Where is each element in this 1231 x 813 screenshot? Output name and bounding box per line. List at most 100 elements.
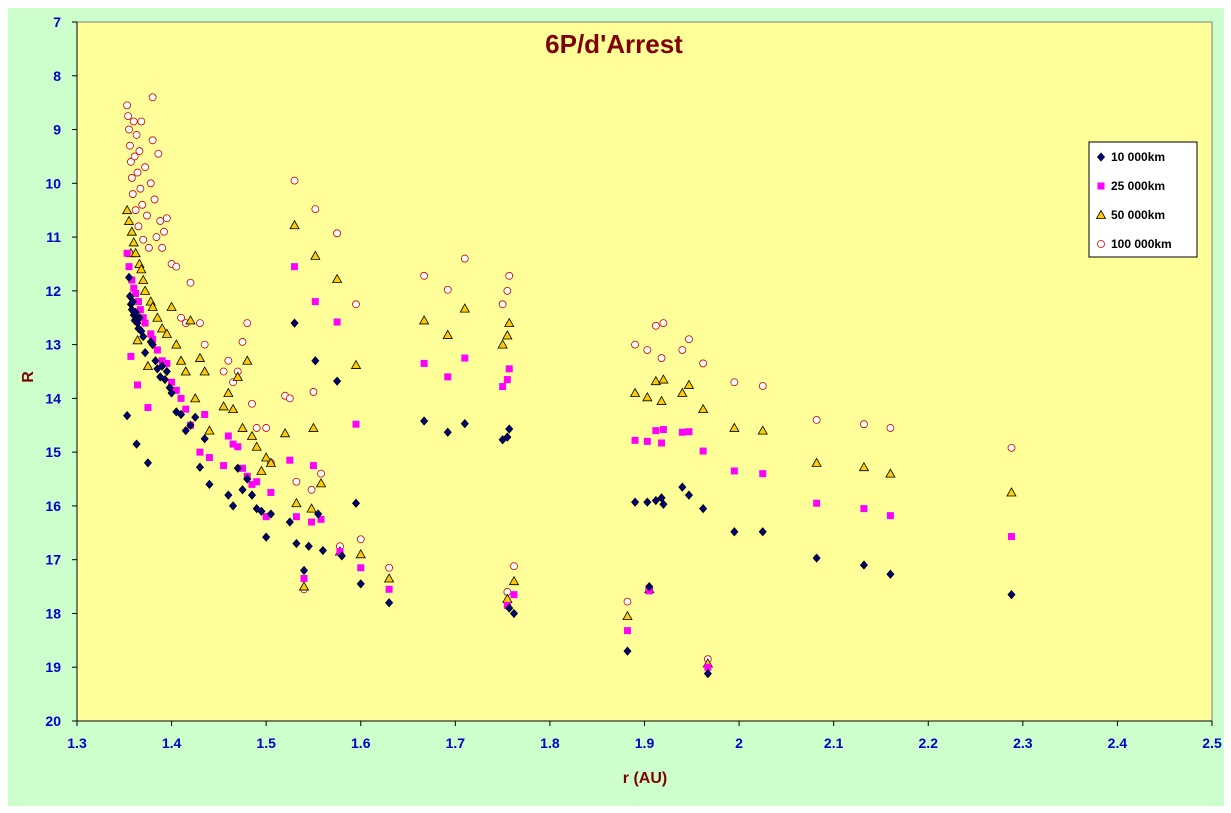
data-point (420, 416, 429, 426)
data-point (220, 462, 228, 470)
data-point (246, 430, 258, 440)
data-point (811, 457, 822, 467)
data-point (204, 425, 215, 435)
data-point (650, 375, 662, 386)
data-point (243, 474, 252, 484)
data-point (123, 410, 132, 421)
data-point (459, 303, 470, 313)
data-point (629, 387, 641, 397)
data-point (137, 117, 146, 126)
y-tick-label: 19 (45, 659, 61, 675)
data-point (224, 432, 232, 440)
data-point (460, 254, 469, 263)
legend-label: 25 000km (1111, 179, 1165, 193)
legend-marker (1097, 182, 1105, 190)
data-point (232, 371, 243, 381)
data-point (205, 454, 213, 462)
data-point (355, 548, 366, 559)
data-point (292, 513, 300, 521)
data-point (306, 503, 317, 513)
x-tick-label: 1.7 (446, 735, 466, 751)
data-point (128, 237, 139, 247)
x-tick-label: 1.5 (256, 735, 276, 751)
data-point (194, 352, 206, 362)
data-point (147, 330, 155, 338)
data-point (260, 452, 272, 462)
data-point (175, 355, 187, 365)
data-point (143, 458, 152, 468)
plot-area (76, 21, 1213, 722)
data-point (356, 579, 365, 589)
data-point (148, 136, 157, 145)
y-tick-label: 13 (45, 337, 61, 353)
data-point (200, 340, 209, 349)
data-point (148, 93, 157, 102)
data-point (383, 573, 395, 583)
data-point (138, 200, 147, 209)
data-point (730, 378, 739, 387)
data-point (510, 591, 518, 599)
data-point (812, 415, 821, 424)
data-point (134, 381, 142, 389)
data-point (623, 646, 632, 656)
data-point (659, 426, 667, 434)
x-axis-title: r (AU) (623, 770, 667, 787)
data-point (251, 441, 262, 451)
data-point (224, 356, 233, 365)
data-point (129, 117, 138, 126)
data-point (420, 359, 428, 367)
data-point (337, 551, 346, 561)
data-point (238, 338, 247, 346)
data-point (699, 447, 707, 455)
data-point (704, 663, 712, 671)
data-point (139, 235, 148, 244)
data-point (147, 301, 158, 311)
data-point (181, 426, 190, 436)
data-point (253, 478, 261, 486)
data-point (150, 195, 159, 204)
data-point (238, 485, 247, 495)
y-tick-label: 14 (45, 390, 61, 406)
data-point (196, 319, 204, 328)
data-point (657, 354, 666, 362)
data-point (160, 227, 168, 236)
data-point (134, 298, 142, 306)
data-point (677, 387, 688, 397)
data-point (256, 465, 267, 475)
x-tick-label: 2.3 (1013, 735, 1033, 751)
data-point (300, 575, 308, 583)
y-tick-label: 10 (45, 175, 61, 191)
data-point (136, 306, 144, 314)
data-point (152, 312, 163, 322)
data-point (813, 499, 821, 507)
y-tick-label: 16 (45, 498, 61, 514)
data-point (200, 434, 209, 444)
x-tick-label: 2.2 (919, 735, 939, 751)
data-point (267, 488, 275, 496)
data-point (266, 509, 275, 519)
legend-box (1088, 141, 1198, 258)
legend-marker (1096, 152, 1106, 162)
data-point (622, 610, 633, 621)
data-point (505, 603, 514, 613)
data-point (505, 271, 514, 280)
scatter-chart: 6P/d'Arrest r (AU) R 1.3 1.4 1.5 1.6 1.7 1.8 1… (20, 14, 1222, 787)
legend-marker (1097, 240, 1105, 248)
data-point (139, 285, 151, 295)
data-point (160, 374, 169, 385)
y-tick-label: 20 (45, 713, 61, 729)
data-point (121, 204, 133, 215)
data-point (136, 184, 145, 193)
data-point (168, 378, 176, 386)
data-point (631, 340, 639, 349)
data-point (162, 214, 171, 223)
data-point (141, 163, 150, 172)
data-point (503, 601, 511, 609)
data-point (144, 243, 153, 252)
data-point (309, 462, 317, 470)
data-point (315, 478, 327, 488)
data-point (860, 505, 868, 513)
data-point (352, 420, 360, 428)
legend-marker (1095, 209, 1107, 219)
data-point (685, 428, 693, 436)
